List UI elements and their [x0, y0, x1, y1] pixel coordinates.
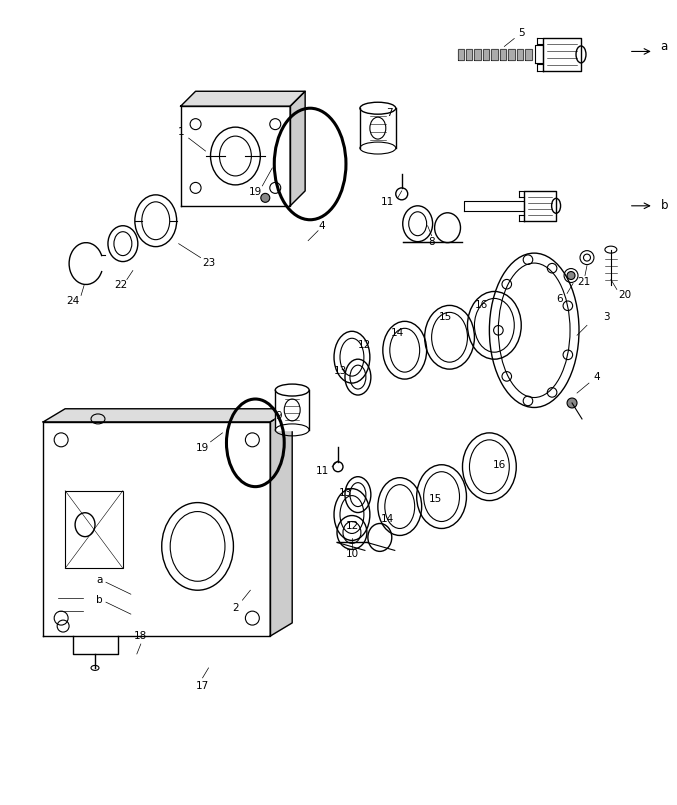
- Polygon shape: [43, 422, 270, 636]
- Text: 13: 13: [333, 366, 347, 376]
- Text: 5: 5: [518, 27, 525, 38]
- Text: b: b: [661, 200, 668, 213]
- Circle shape: [261, 193, 269, 202]
- Text: b: b: [96, 595, 103, 605]
- Polygon shape: [181, 91, 305, 106]
- Polygon shape: [517, 49, 523, 60]
- Bar: [65, 490, 123, 568]
- Polygon shape: [43, 409, 292, 422]
- Text: 21: 21: [577, 278, 590, 287]
- Polygon shape: [466, 49, 473, 60]
- Polygon shape: [500, 49, 506, 60]
- Text: 22: 22: [114, 280, 127, 291]
- Text: 20: 20: [618, 291, 632, 300]
- Text: 1: 1: [177, 127, 184, 137]
- Text: 19: 19: [196, 443, 209, 453]
- Polygon shape: [290, 91, 305, 206]
- Polygon shape: [270, 409, 292, 636]
- Polygon shape: [525, 49, 531, 60]
- Text: a: a: [661, 40, 668, 53]
- Text: 16: 16: [493, 460, 506, 470]
- Text: 12: 12: [345, 522, 359, 531]
- Polygon shape: [458, 49, 464, 60]
- Polygon shape: [464, 200, 524, 211]
- Text: 7: 7: [387, 108, 393, 118]
- Polygon shape: [543, 38, 581, 72]
- Text: 3: 3: [604, 312, 610, 322]
- Text: a: a: [97, 576, 103, 585]
- Text: 8: 8: [429, 237, 435, 246]
- Text: 11: 11: [315, 466, 329, 476]
- Polygon shape: [492, 49, 498, 60]
- Text: 6: 6: [556, 295, 563, 304]
- Text: 13: 13: [338, 488, 351, 497]
- Polygon shape: [276, 390, 309, 430]
- Circle shape: [567, 271, 575, 279]
- Text: 23: 23: [202, 258, 215, 267]
- Polygon shape: [536, 45, 543, 64]
- Polygon shape: [181, 106, 290, 206]
- Polygon shape: [475, 49, 481, 60]
- Polygon shape: [524, 191, 556, 221]
- Text: 15: 15: [439, 312, 452, 322]
- Polygon shape: [508, 49, 515, 60]
- Text: 16: 16: [475, 300, 488, 311]
- Text: 9: 9: [275, 411, 282, 421]
- Text: 19: 19: [248, 187, 262, 197]
- Text: 4: 4: [319, 221, 326, 231]
- Text: 14: 14: [381, 514, 395, 523]
- Circle shape: [567, 398, 577, 408]
- Text: 24: 24: [66, 296, 80, 307]
- Text: 15: 15: [429, 493, 442, 504]
- Text: 17: 17: [196, 681, 209, 691]
- Text: 4: 4: [594, 372, 600, 382]
- Text: 12: 12: [358, 341, 372, 350]
- Text: 10: 10: [345, 549, 359, 559]
- Text: 11: 11: [381, 197, 395, 207]
- Text: 2: 2: [232, 603, 239, 613]
- Polygon shape: [483, 49, 489, 60]
- Text: 14: 14: [391, 328, 404, 338]
- Text: 18: 18: [134, 631, 148, 641]
- Polygon shape: [360, 108, 396, 148]
